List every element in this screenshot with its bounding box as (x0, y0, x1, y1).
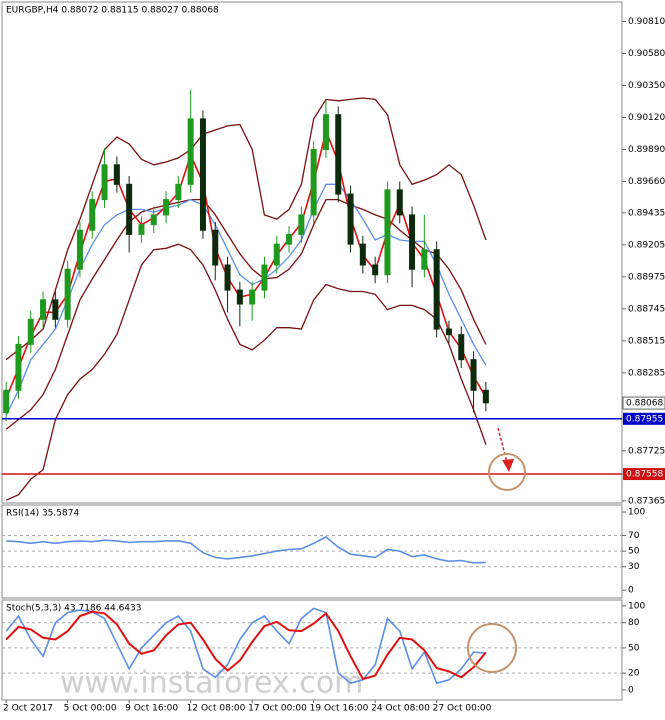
candle-body (372, 264, 379, 276)
panel-title: Stoch(5,3,3) 43.7186 44.6433 (6, 604, 141, 614)
candle-body (187, 118, 194, 185)
arrow-head (502, 459, 514, 472)
candle-body (273, 243, 280, 266)
candle-body (175, 183, 182, 201)
x-tick-label: 12 Oct 08:00 (187, 704, 246, 714)
indicator-line (6, 536, 486, 564)
level-label: 0.87558 (626, 470, 663, 480)
level-box (623, 468, 665, 481)
candle-body (470, 359, 477, 391)
watermark: www.instaforex.com (60, 666, 363, 701)
level-box (623, 412, 665, 425)
candle-body (458, 334, 465, 361)
y-tick-label: 0.89890 (628, 145, 665, 155)
y-tick-label: 30 (628, 562, 640, 572)
candle-body (113, 164, 120, 185)
stoch-circle (467, 623, 517, 673)
panel-title: RSI(14) 35.5874 (6, 509, 79, 519)
y-tick-label: 70 (628, 531, 640, 541)
candle-body (359, 243, 366, 266)
x-tick-label: 24 Oct 08:00 (371, 704, 430, 714)
candle-body (335, 114, 342, 195)
x-tick-label: 9 Oct 16:00 (125, 704, 178, 714)
y-tick-label: 0.89435 (628, 208, 665, 218)
candle-body (261, 264, 268, 291)
y-tick-label: 100 (628, 601, 645, 611)
y-tick-label: 0.89205 (628, 240, 665, 250)
candle-body (310, 149, 317, 216)
y-tick-label: 0.87725 (628, 446, 665, 456)
y-tick-label: 50 (628, 547, 640, 557)
candle-body (445, 328, 452, 336)
indicator-line (5, 97, 487, 361)
target-circle (488, 453, 526, 491)
y-tick-label: 0.88975 (628, 272, 665, 282)
y-tick-label: 0.88285 (628, 368, 665, 378)
candle-body (89, 199, 96, 231)
candle-body (52, 299, 59, 320)
indicator-line (5, 198, 487, 430)
candle-body (433, 249, 440, 330)
indicator-line (5, 243, 487, 501)
indicator-line (5, 607, 486, 685)
candle-body (101, 164, 108, 201)
candle-body (347, 193, 354, 245)
candle-body (409, 214, 416, 270)
x-tick-label: 19 Oct 16:00 (310, 704, 369, 714)
candle-body (150, 214, 157, 226)
y-tick-label: 0.90120 (628, 113, 665, 123)
y-tick-label: 0.90350 (628, 81, 665, 91)
y-tick-label: 0.90580 (628, 49, 665, 59)
candle-body (163, 199, 170, 216)
x-tick-label: 5 Oct 00:00 (64, 704, 117, 714)
y-tick-label: 0.90810 (628, 17, 665, 27)
candle-body (298, 214, 305, 235)
candle-body (40, 299, 47, 320)
last-price-label: 0.88068 (626, 399, 663, 409)
candle-body (212, 229, 219, 266)
candle-body (27, 318, 34, 345)
candle-body (322, 114, 329, 151)
level-label: 0.87955 (626, 414, 663, 424)
candle-body (396, 189, 403, 216)
last-price-box (622, 396, 665, 410)
candle-body (64, 268, 71, 320)
indicator-line (5, 128, 487, 399)
y-tick-label: 0.89660 (628, 177, 665, 187)
candle-body (249, 289, 256, 305)
x-tick-label: 2 Oct 2017 (3, 704, 53, 714)
candle-body (384, 189, 391, 276)
x-tick-label: 27 Oct 00:00 (433, 704, 492, 714)
panel-title: EURGBP,H4 0.88072 0.88115 0.88027 0.8806… (6, 6, 219, 16)
candle-body (138, 224, 145, 235)
y-tick-label: 100 (628, 508, 645, 518)
candle-body (126, 183, 133, 235)
candle-body (199, 118, 206, 231)
indicator-line (5, 183, 487, 416)
y-tick-label: 20 (628, 669, 640, 679)
candle-body (421, 249, 428, 270)
indicator-line (5, 610, 487, 681)
candle-body (224, 264, 231, 291)
y-tick-label: 0.87365 (628, 496, 665, 506)
y-tick-label: 0 (628, 685, 634, 695)
candle-body (286, 233, 293, 245)
candle-body (15, 343, 22, 391)
y-tick-label: 0.88515 (628, 336, 665, 346)
candle-body (3, 389, 10, 414)
y-tick-label: 0.88745 (628, 304, 665, 314)
y-tick-label: 80 (628, 618, 640, 628)
y-tick-label: 50 (628, 643, 640, 653)
candle-body (482, 389, 489, 404)
x-tick-label: 17 Oct 00:00 (248, 704, 307, 714)
candle-body (236, 289, 243, 305)
candle-body (76, 229, 83, 270)
y-tick-label: 0 (628, 586, 634, 596)
